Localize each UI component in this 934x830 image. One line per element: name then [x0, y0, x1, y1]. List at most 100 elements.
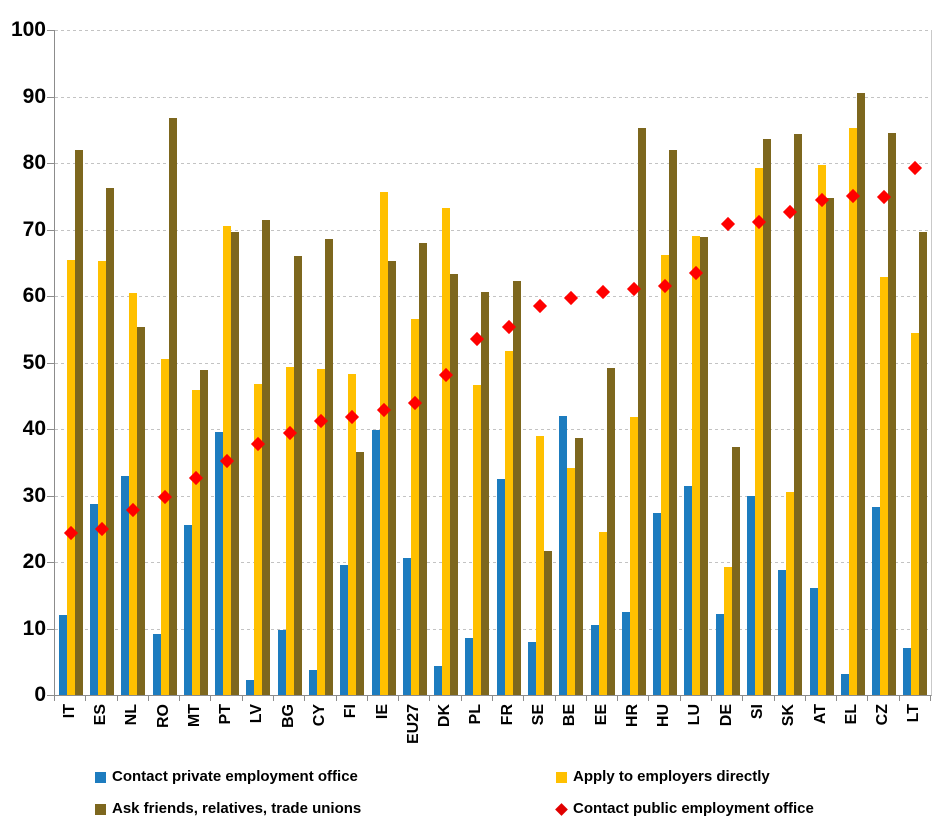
- x-tick-label: AT: [811, 704, 829, 725]
- y-tick-mark: [47, 296, 54, 297]
- gridline: [55, 362, 931, 364]
- bar-si-series2: [762, 139, 771, 695]
- bar-lt-series2: [919, 232, 928, 695]
- x-tick-mark: [899, 695, 900, 701]
- gridline: [55, 628, 931, 630]
- x-tick-label: EU27: [404, 704, 422, 745]
- bar-cy-series0: [308, 669, 317, 695]
- bar-cz-series1: [880, 277, 889, 695]
- x-tick-label: RO: [154, 704, 172, 728]
- bar-fr-series0: [496, 478, 505, 695]
- gridline: [55, 30, 931, 31]
- bar-fi-series0: [340, 564, 349, 695]
- x-tick-mark: [805, 695, 806, 701]
- bar-ie-series2: [387, 261, 396, 695]
- x-tick-label: FI: [342, 704, 360, 719]
- x-tick-label: LV: [248, 704, 266, 724]
- bar-nl-series0: [121, 476, 130, 695]
- bar-si-series1: [754, 168, 763, 695]
- x-tick-label: MT: [185, 704, 203, 728]
- bar-at-series2: [825, 197, 834, 695]
- x-tick-label: DE: [717, 704, 735, 727]
- y-tick-mark: [47, 429, 54, 430]
- x-tick-mark: [367, 695, 368, 701]
- x-tick-label: EE: [592, 704, 610, 726]
- bar-bg-series2: [293, 256, 302, 695]
- bar-se-series2: [543, 550, 552, 695]
- bar-cy-series2: [324, 238, 333, 695]
- x-tick-label: CZ: [874, 704, 892, 726]
- y-tick-label: 30: [22, 483, 46, 507]
- bar-bg-series1: [285, 367, 294, 695]
- x-tick-mark: [304, 695, 305, 701]
- bar-sk-series0: [778, 569, 787, 695]
- x-tick-mark: [273, 695, 274, 701]
- y-tick-label: 50: [22, 350, 46, 374]
- diamond-marker-be: [564, 290, 579, 306]
- x-tick-label: DK: [436, 704, 454, 728]
- bar-it-series2: [74, 149, 83, 695]
- x-tick-mark: [242, 695, 243, 701]
- x-tick-mark: [523, 695, 524, 701]
- y-tick-label: 60: [22, 284, 46, 307]
- bar-be-series0: [559, 415, 568, 695]
- x-tick-label: LT: [905, 704, 923, 723]
- bar-fi-series2: [356, 452, 365, 695]
- x-tick-mark: [774, 695, 775, 701]
- bar-ro-series1: [160, 358, 169, 695]
- x-tick-label: HR: [623, 704, 641, 728]
- bar-sk-series2: [794, 134, 803, 695]
- x-tick-mark: [617, 695, 618, 701]
- bar-se-series0: [527, 641, 536, 695]
- bar-sk-series1: [786, 492, 795, 695]
- x-tick-mark: [648, 695, 649, 701]
- gridline: [55, 429, 931, 430]
- bar-ee-series0: [590, 624, 599, 695]
- bar-de-series0: [715, 613, 724, 695]
- bar-fr-series2: [512, 281, 521, 695]
- y-tick-label: 0: [34, 683, 46, 706]
- yellow-square-icon: [556, 771, 567, 783]
- bar-si-series0: [746, 495, 755, 695]
- bar-nl-series1: [129, 292, 138, 695]
- x-tick-mark: [210, 695, 211, 701]
- x-tick-label: SK: [780, 704, 798, 727]
- bar-lu-series0: [684, 485, 693, 695]
- bar-fi-series1: [348, 374, 357, 695]
- bar-cz-series2: [888, 133, 897, 695]
- legend-item-friends-relatives: Ask friends, relatives, trade unions: [95, 800, 361, 818]
- bar-ie-series0: [371, 430, 380, 695]
- legend-label: Ask friends, relatives, trade unions: [112, 800, 362, 817]
- bar-be-series1: [567, 467, 576, 695]
- bar-ro-series2: [168, 118, 177, 695]
- y-tick-mark: [47, 495, 54, 497]
- bar-hr-series1: [629, 417, 638, 695]
- gridline: [55, 96, 931, 98]
- x-tick-label: LU: [686, 704, 704, 726]
- x-tick-mark: [867, 695, 868, 701]
- bar-es-series0: [89, 504, 98, 695]
- bar-nl-series2: [137, 327, 146, 695]
- x-tick-label: BE: [561, 704, 579, 727]
- x-tick-label: PT: [217, 704, 235, 725]
- x-tick-label: ES: [91, 704, 109, 726]
- bar-mt-series2: [199, 370, 208, 695]
- bar-eu27-series2: [418, 242, 427, 695]
- x-tick-mark: [336, 695, 337, 701]
- gridline: [55, 562, 931, 563]
- bar-lt-series1: [911, 333, 920, 695]
- y-tick-label: 40: [22, 417, 46, 440]
- bar-de-series2: [731, 446, 740, 695]
- gridline: [55, 163, 931, 164]
- y-tick-mark: [47, 362, 54, 364]
- bar-mt-series1: [191, 390, 200, 695]
- y-tick-mark: [47, 30, 54, 31]
- blue-square-icon: [95, 771, 106, 783]
- olive-square-icon: [95, 803, 106, 815]
- y-tick-mark: [47, 163, 54, 164]
- bar-mt-series0: [183, 524, 192, 695]
- bar-pl-series0: [465, 637, 474, 695]
- x-tick-mark: [555, 695, 556, 701]
- x-tick-mark: [836, 695, 837, 701]
